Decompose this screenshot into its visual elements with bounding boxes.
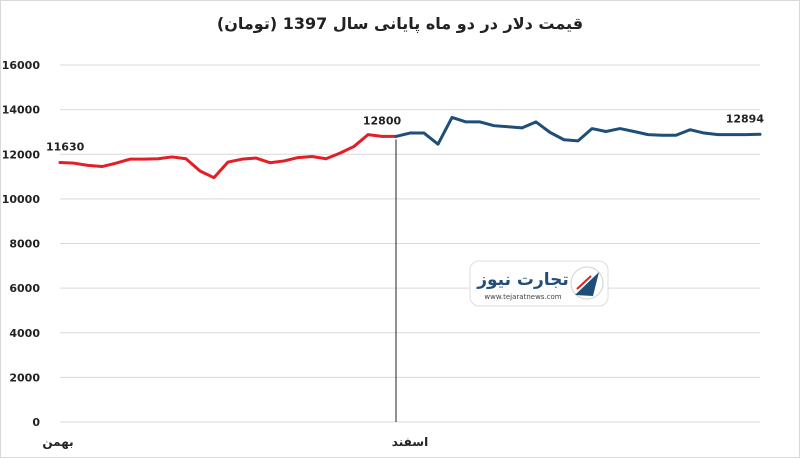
logo-arrow-icon — [575, 272, 599, 296]
y-tick-label: 4000 — [9, 327, 40, 340]
y-tick-labels: 0 2000 4000 6000 8000 10000 12000 14000 16000 — [2, 59, 41, 429]
watermark-badge — [469, 260, 609, 307]
logo-circle-icon — [570, 266, 604, 300]
gridlines — [60, 64, 760, 423]
watermark-logo: تجارت نیوز www.tejaratnews.com — [469, 260, 609, 307]
data-labels: 11630 12800 12894 — [46, 112, 764, 153]
data-label: 12800 — [363, 114, 402, 127]
series-line-0 — [58, 133, 398, 180]
x-labels: بهمن اسفند — [42, 435, 428, 449]
watermark-brand: تجارت نیوز — [476, 270, 569, 290]
y-tick-label: 8000 — [9, 238, 40, 251]
x-label: اسفند — [392, 435, 428, 449]
series-lines — [58, 115, 762, 180]
y-tick-label: 6000 — [9, 282, 40, 295]
logo-swoosh-icon — [576, 275, 592, 290]
y-tick-label: 16000 — [2, 59, 41, 72]
data-label: 11630 — [46, 141, 85, 154]
y-tick-label: 0 — [32, 416, 40, 429]
y-tick-label: 10000 — [2, 193, 41, 206]
series-line-1 — [394, 115, 762, 146]
watermark-url: www.tejaratnews.com — [484, 293, 561, 301]
y-tick-label: 2000 — [9, 371, 40, 384]
y-tick-label: 12000 — [2, 148, 41, 161]
y-tick-label: 14000 — [2, 104, 41, 117]
data-label: 12894 — [726, 112, 765, 125]
x-label: بهمن — [42, 435, 73, 449]
chart-title: قیمت دلار در دو ماه پایانی سال 1397 (توم… — [216, 14, 584, 33]
